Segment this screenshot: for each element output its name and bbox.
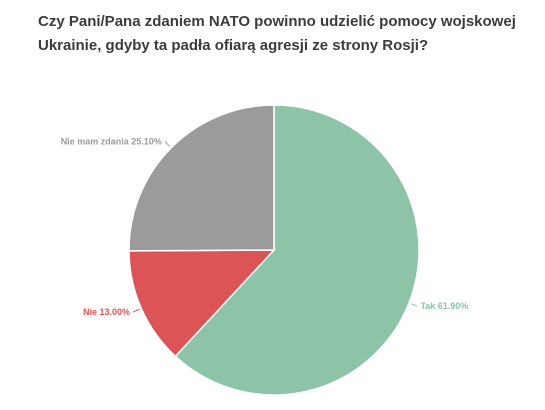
- chart-title-line-1: Czy Pani/Pana zdaniem NATO powinno udzie…: [38, 13, 516, 30]
- pie-slices: [128, 104, 420, 396]
- pie-leader-lines: [132, 141, 418, 313]
- leader-line-nie: [132, 308, 140, 313]
- pie-slice-nie-mam-zdania: [128, 104, 275, 252]
- pie-labels: Tak 61.90% Nie 13.00% Nie mam zdania 25.10…: [61, 136, 469, 317]
- leader-line-tak: [410, 303, 418, 307]
- pie-slice-nie: [128, 249, 276, 358]
- chart-title-line-2: Ukrainie, gdyby ta padła ofiarą agresji …: [38, 37, 429, 54]
- data-label-nie-mam-zdania: Nie mam zdania 25.10%: [61, 136, 162, 146]
- leader-line-nie-mam-zdania: [164, 141, 171, 147]
- chart-title: Czy Pani/Pana zdaniem NATO powinno udzie…: [38, 10, 538, 58]
- data-label-tak: Tak 61.90%: [420, 301, 468, 311]
- pie-slice-tak: [174, 104, 420, 396]
- data-label-nie: Nie 13.00%: [83, 307, 130, 317]
